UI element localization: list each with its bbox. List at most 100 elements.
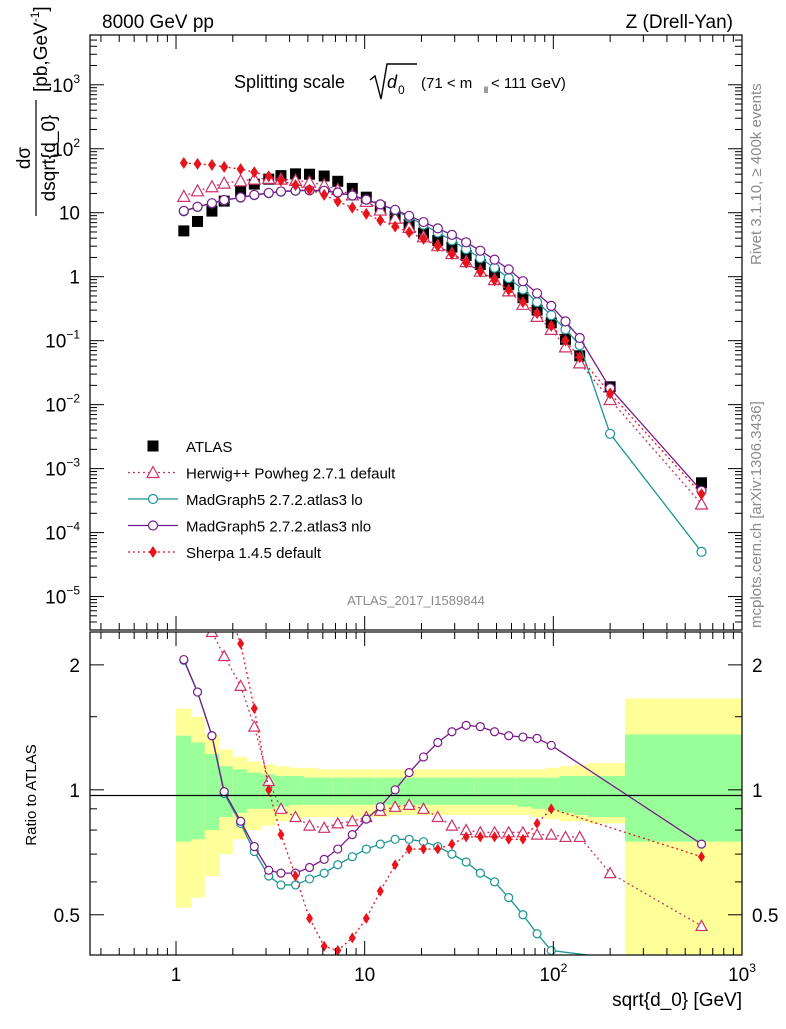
ratio-point-madgraph5-2-7-2-atlas3-nlo-26 xyxy=(546,740,556,750)
analysis-label: ATLAS_2017_I1589844 xyxy=(347,593,485,608)
main-point-madgraph5-2-7-2-atlas3-nlo-2 xyxy=(206,198,218,209)
ratio-ytick-label: 2 xyxy=(69,656,80,677)
title-range-subscript: ll xyxy=(484,85,488,95)
main-ytick-exp: −3 xyxy=(66,456,80,470)
ratio-point-herwig-powheg-2-7-1-default-19 xyxy=(445,818,459,831)
ratio-point-madgraph5-2-7-2-atlas3-nlo-1 xyxy=(192,687,203,697)
main-point-madgraph5-2-7-2-atlas3-nlo-12 xyxy=(347,190,358,201)
ratio-point-sherpa-1-4-5-default-9 xyxy=(306,912,314,924)
ratio-point-sherpa-1-4-5-default-16 xyxy=(405,843,413,855)
main-ytick-label: 103 xyxy=(52,72,80,97)
ratio-point-madgraph5-2-7-2-atlas3-lo-21 xyxy=(475,868,485,878)
ylabel-units: [pb,GeV-1] xyxy=(28,6,52,92)
main-ytick-base: 10 xyxy=(59,204,80,225)
main-point-sherpa-1-4-5-default-18 xyxy=(433,240,442,253)
ratio-point-sherpa-1-4-5-default-21 xyxy=(476,831,484,843)
ratio-point-madgraph5-2-7-2-atlas3-lo-13 xyxy=(361,844,371,854)
ratio-point-herwig-powheg-2-7-1-default-3 xyxy=(217,649,231,662)
ratio-point-madgraph5-2-7-2-atlas3-lo-12 xyxy=(347,852,357,862)
main-point-sherpa-1-4-5-default-1 xyxy=(193,157,202,170)
mcplots-label: mcplots.cern.ch [arXiv:1306.3436] xyxy=(748,401,765,628)
title-main: Splitting scale xyxy=(234,72,345,92)
main-point-sherpa-1-4-5-default-22 xyxy=(490,274,499,287)
main-point-atlas-10 xyxy=(318,170,330,182)
main-point-herwig-powheg-2-7-1-default-30 xyxy=(694,496,709,510)
ratio-point-madgraph5-2-7-2-atlas3-nlo-13 xyxy=(361,814,371,824)
ratio-point-madgraph5-2-7-2-atlas3-nlo-7 xyxy=(276,868,286,878)
ratio-point-herwig-powheg-2-7-1-default-7 xyxy=(274,802,288,814)
band-stat-30 xyxy=(625,734,742,842)
band-stat-5 xyxy=(247,772,262,809)
ratio-point-sherpa-1-4-5-default-12 xyxy=(348,932,356,944)
main-point-herwig-powheg-2-7-1-default-4 xyxy=(233,173,248,187)
rivet-label: Rivet 3.1.10, ≥ 400k events xyxy=(748,83,765,265)
main-ytick-exp: 2 xyxy=(73,136,80,150)
main-point-madgraph5-2-7-2-atlas3-lo-29 xyxy=(605,428,616,439)
main-point-sherpa-1-4-5-default-23 xyxy=(504,283,513,296)
ratio-frame xyxy=(89,631,743,956)
ratio-point-madgraph5-2-7-2-atlas3-lo-7 xyxy=(276,880,286,890)
title-subscript: 0 xyxy=(398,83,405,97)
ratio-point-madgraph5-2-7-2-atlas3-nlo-25 xyxy=(532,733,542,744)
ratio-series-sherpa-1-4-5-default xyxy=(235,632,706,955)
xtick-base: 1 xyxy=(171,965,182,986)
main-ytick-label: 10−1 xyxy=(45,328,80,353)
main-point-sherpa-1-4-5-default-11 xyxy=(333,195,342,208)
main-point-sherpa-1-4-5-default-20 xyxy=(462,256,471,269)
band-stat-29 xyxy=(587,775,626,818)
band-stat-4 xyxy=(232,769,248,813)
ratio-point-herwig-powheg-2-7-1-default-27 xyxy=(558,830,573,843)
ratio-point-herwig-powheg-2-7-1-default-4 xyxy=(234,679,248,691)
sqrt-symbol xyxy=(369,63,417,100)
main-ytick-base: 10 xyxy=(52,140,73,161)
legend: ATLAS Herwig++ Powheg 2.7.1 default MadGra… xyxy=(128,439,396,562)
main-point-madgraph5-2-7-2-atlas3-nlo-23 xyxy=(503,264,514,275)
ratio-point-madgraph5-2-7-2-atlas3-nlo-23 xyxy=(504,731,514,741)
ratio-point-sherpa-1-4-5-default-17 xyxy=(419,843,427,855)
ratio-point-madgraph5-2-7-2-atlas3-nlo-16 xyxy=(404,768,414,778)
band-stat-20 xyxy=(459,777,475,805)
main-point-sherpa-1-4-5-default-15 xyxy=(391,220,400,233)
ratio-line-sherpa-1-4-5-default xyxy=(235,632,702,952)
legend-marker xyxy=(147,520,159,531)
main-ytick-label: 10−2 xyxy=(45,392,80,417)
main-point-sherpa-1-4-5-default-4 xyxy=(236,163,245,176)
main-frame xyxy=(89,34,743,631)
main-point-sherpa-1-4-5-default-13 xyxy=(362,207,371,220)
main-point-sherpa-1-4-5-default-24 xyxy=(518,296,527,309)
main-point-sherpa-1-4-5-default-9 xyxy=(305,183,314,196)
ratio-point-madgraph5-2-7-2-atlas3-nlo-18 xyxy=(433,737,443,748)
ratio-point-sherpa-1-4-5-default-20 xyxy=(462,831,470,843)
ratio-ytick-label: 1 xyxy=(69,781,80,802)
band-stat-7 xyxy=(275,775,290,807)
main-series-sherpa-1-4-5-default xyxy=(179,156,706,501)
band-stat-13 xyxy=(360,777,375,805)
ratio-point-sherpa-1-4-5-default-19 xyxy=(448,838,456,850)
main-point-atlas-11 xyxy=(332,175,344,187)
main-ytick-label: 10−5 xyxy=(45,584,80,609)
main-ytick-base: 10 xyxy=(45,524,66,545)
band-stat-2 xyxy=(204,753,220,831)
main-point-madgraph5-2-7-2-atlas3-nlo-19 xyxy=(446,229,458,241)
main-point-madgraph5-2-7-2-atlas3-nlo-16 xyxy=(404,210,415,221)
ratio-point-madgraph5-2-7-2-atlas3-nlo-27 xyxy=(696,839,707,849)
xtick-base: 10 xyxy=(728,965,749,986)
ylabel-denominator: dsqrt{d_0} xyxy=(39,115,60,202)
title-range: (71 < m xyxy=(421,75,472,92)
main-point-madgraph5-2-7-2-atlas3-nlo-27 xyxy=(560,316,571,327)
ratio-point-herwig-powheg-2-7-1-default-9 xyxy=(302,818,317,831)
ratio-point-madgraph5-2-7-2-atlas3-lo-20 xyxy=(461,857,471,867)
ratio-point-herwig-powheg-2-7-1-default-17 xyxy=(416,802,431,814)
ratio-point-madgraph5-2-7-2-atlas3-nlo-11 xyxy=(333,844,343,854)
ratio-point-madgraph5-2-7-2-atlas3-lo-26 xyxy=(546,945,556,955)
main-point-sherpa-1-4-5-default-0 xyxy=(179,156,188,169)
ratio-point-herwig-powheg-2-7-1-default-10 xyxy=(317,821,331,833)
main-point-madgraph5-2-7-2-atlas3-nlo-0 xyxy=(178,205,189,216)
main-series xyxy=(176,156,709,557)
main-point-atlas-4 xyxy=(235,185,247,197)
ratio-point-madgraph5-2-7-2-atlas3-nlo-4 xyxy=(236,816,246,826)
main-ytick-exp: −5 xyxy=(66,584,80,598)
ratio-point-madgraph5-2-7-2-atlas3-nlo-21 xyxy=(475,722,485,732)
main-point-herwig-powheg-2-7-1-default-5 xyxy=(247,171,262,185)
